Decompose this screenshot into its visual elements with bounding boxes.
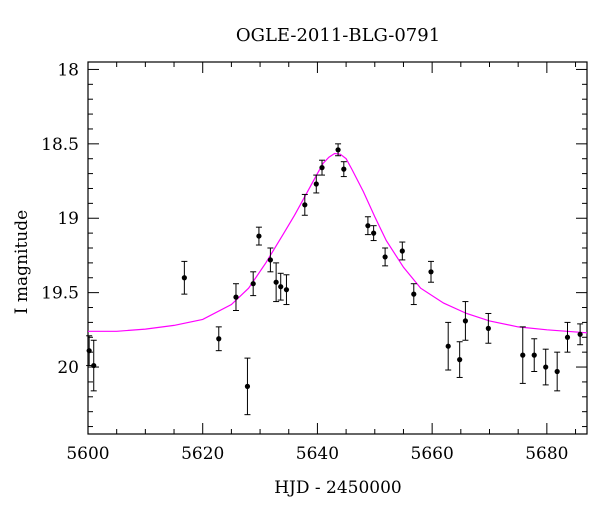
x-tick-label: 5680	[525, 444, 568, 464]
y-tick-label: 19	[57, 209, 79, 229]
data-point	[215, 326, 222, 352]
data-point	[364, 216, 371, 236]
chart-title: OGLE-2011-BLG-0791	[236, 25, 440, 46]
axis-ticks	[87, 62, 587, 434]
data-point	[427, 260, 434, 283]
point-marker	[554, 368, 560, 375]
data-point	[410, 283, 417, 306]
x-tick-label: 5640	[296, 444, 339, 464]
y-tick-label: 19.5	[41, 284, 79, 304]
point-marker	[457, 357, 463, 363]
data-points	[86, 143, 584, 416]
data-point	[519, 326, 526, 384]
data-point	[399, 241, 406, 261]
point-marker	[273, 279, 279, 285]
y-tick-label: 18	[57, 60, 79, 80]
point-marker	[543, 364, 549, 370]
point-marker	[267, 257, 273, 263]
point-marker	[278, 284, 284, 290]
point-marker	[216, 336, 222, 342]
point-marker	[302, 202, 308, 208]
point-marker	[577, 331, 583, 337]
point-marker	[485, 325, 491, 331]
point-marker	[283, 287, 290, 293]
data-point	[462, 301, 469, 341]
data-point	[267, 247, 274, 273]
point-marker	[313, 181, 319, 187]
data-point	[485, 312, 492, 344]
y-tick-label: 20	[57, 358, 79, 378]
point-marker	[411, 291, 417, 297]
data-point	[542, 348, 549, 386]
x-tick-label: 5660	[411, 444, 454, 464]
point-marker	[445, 343, 451, 349]
data-point	[456, 341, 463, 378]
data-point	[277, 272, 284, 301]
point-marker	[564, 334, 571, 340]
data-point	[577, 323, 584, 346]
data-point	[319, 159, 326, 176]
data-point	[273, 262, 280, 303]
point-marker	[382, 254, 388, 260]
data-point	[313, 174, 320, 194]
data-point	[232, 283, 239, 311]
y-tick-labels: 18 18.5 19 19.5 20	[41, 60, 79, 378]
plot-frame	[87, 61, 588, 435]
data-point	[255, 226, 262, 246]
data-point	[244, 357, 251, 416]
data-point	[340, 161, 347, 178]
point-marker	[233, 294, 239, 300]
x-axis-label: HJD - 2450000	[274, 478, 402, 498]
data-point	[445, 321, 452, 371]
data-point	[335, 143, 342, 157]
data-point	[90, 339, 97, 392]
point-marker	[371, 230, 377, 236]
y-axis-label: I magnitude	[12, 210, 32, 314]
point-marker	[244, 383, 251, 389]
point-marker	[341, 166, 347, 172]
point-marker	[531, 352, 537, 358]
point-marker	[335, 147, 341, 153]
point-marker	[365, 223, 371, 229]
data-point	[554, 351, 561, 392]
point-marker	[181, 275, 187, 281]
data-point	[250, 271, 257, 297]
point-marker	[91, 362, 97, 369]
point-marker	[399, 248, 405, 254]
x-tick-label: 5620	[181, 444, 224, 464]
data-point	[531, 338, 538, 373]
data-point	[370, 225, 377, 242]
point-marker	[319, 165, 325, 171]
x-tick-label: 5600	[66, 444, 109, 464]
data-point	[181, 260, 188, 295]
model-curve	[88, 152, 588, 334]
point-marker	[462, 318, 469, 324]
data-point	[564, 321, 571, 353]
point-marker	[256, 233, 262, 239]
data-point	[283, 274, 290, 306]
point-marker	[520, 352, 526, 358]
point-marker	[250, 281, 256, 287]
data-point	[382, 247, 389, 267]
point-marker	[86, 348, 92, 354]
x-tick-labels: 5600 5620 5640 5660 5680	[66, 444, 568, 464]
y-tick-label: 18.5	[41, 135, 79, 155]
point-marker	[428, 269, 434, 275]
data-point	[301, 193, 308, 216]
